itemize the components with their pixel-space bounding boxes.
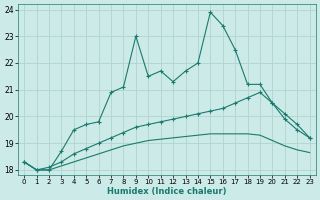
X-axis label: Humidex (Indice chaleur): Humidex (Indice chaleur) [107, 187, 227, 196]
